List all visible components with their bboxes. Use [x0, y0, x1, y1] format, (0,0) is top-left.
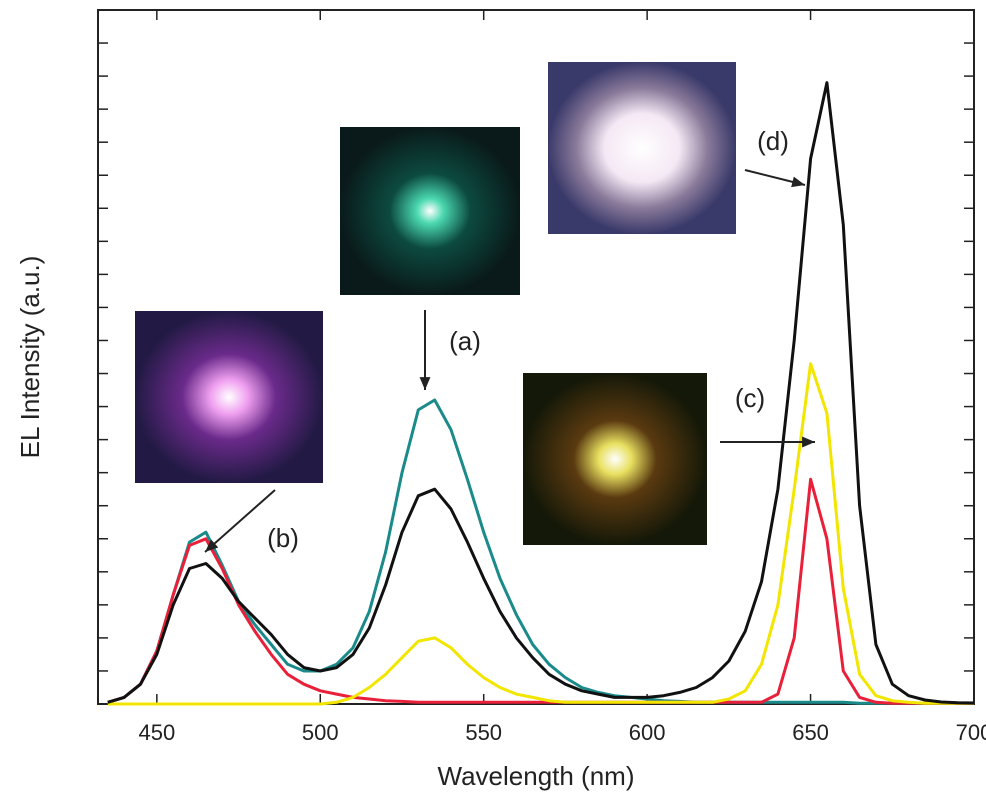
x-axis-label: Wavelength (nm) — [438, 761, 635, 791]
inset-photo — [135, 311, 323, 483]
x-tick-label: 650 — [792, 720, 829, 745]
arrow-head — [791, 177, 805, 188]
arrow-head — [420, 377, 431, 390]
annotation: (a) — [449, 326, 481, 356]
x-tick-label: 700 — [956, 720, 986, 745]
x-tick-label: 550 — [465, 720, 502, 745]
inset-photo — [523, 373, 707, 545]
x-tick-label: 450 — [138, 720, 175, 745]
x-tick-label: 500 — [302, 720, 339, 745]
y-axis-label: EL Intensity (a.u.) — [15, 256, 45, 459]
annotation: (d) — [757, 126, 789, 156]
annotation: (c) — [735, 383, 765, 413]
x-tick-label: 600 — [629, 720, 666, 745]
arrow-head — [802, 437, 815, 448]
annotation-arrow — [205, 490, 275, 552]
inset-photo — [340, 127, 520, 295]
chart: Wavelength (nm) EL Intensity (a.u.) 450 5… — [0, 0, 986, 802]
inset-photo — [548, 62, 736, 234]
annotation: (b) — [267, 523, 299, 553]
